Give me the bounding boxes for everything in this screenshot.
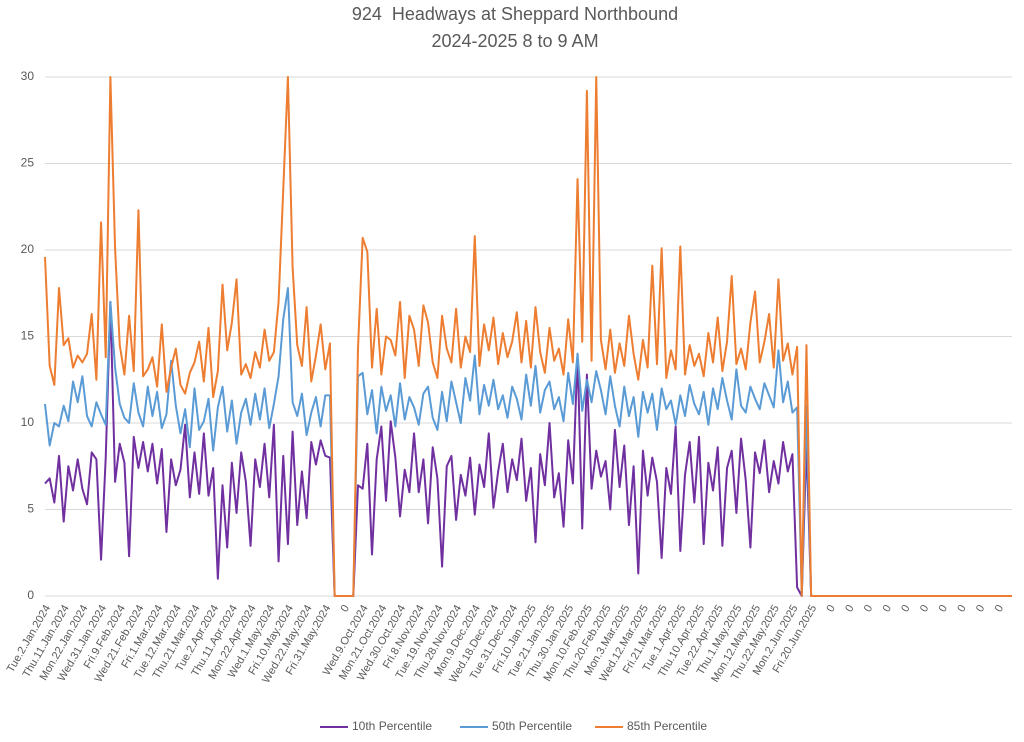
y-tick-label: 25 — [21, 156, 35, 170]
x-tick-label: 0 — [881, 603, 894, 614]
x-tick-label: 0 — [993, 603, 1006, 614]
y-tick-label: 5 — [27, 502, 34, 516]
legend-label: 85th Percentile — [627, 719, 707, 733]
y-tick-label: 0 — [27, 588, 34, 602]
x-tick-label: 0 — [899, 603, 912, 614]
x-tick-label: 0 — [974, 603, 987, 614]
legend-label: 50th Percentile — [492, 719, 572, 733]
x-tick-label: 0 — [339, 603, 352, 614]
y-tick-label: 30 — [21, 69, 35, 83]
x-tick-label: 0 — [843, 603, 856, 614]
x-tick-label: 0 — [955, 603, 968, 614]
chart-title: 924 Headways at Sheppard Northbound — [352, 4, 678, 24]
y-tick-label: 10 — [21, 415, 35, 429]
x-tick-label: 0 — [937, 603, 950, 614]
y-tick-label: 15 — [21, 329, 35, 343]
y-tick-label: 20 — [21, 242, 35, 256]
x-tick-label: 0 — [862, 603, 875, 614]
chart-subtitle: 2024-2025 8 to 9 AM — [431, 31, 598, 51]
x-tick-label: 0 — [918, 603, 931, 614]
legend-label: 10th Percentile — [352, 719, 432, 733]
series-line — [44, 76, 1012, 597]
series-line — [44, 287, 1012, 597]
x-tick-label: 0 — [824, 603, 837, 614]
